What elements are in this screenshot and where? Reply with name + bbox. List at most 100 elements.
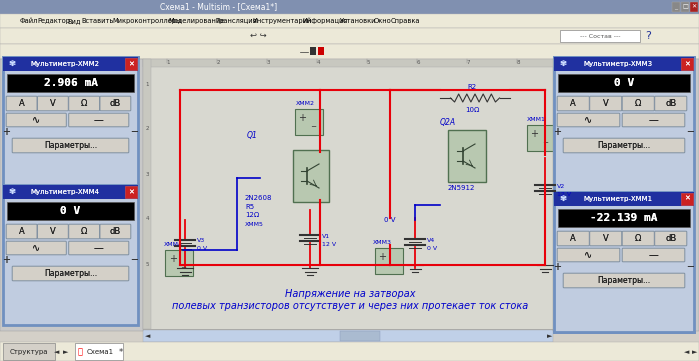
Bar — [681, 58, 693, 70]
FancyBboxPatch shape — [557, 248, 620, 262]
Text: Мультиметр-ХММ2: Мультиметр-ХММ2 — [31, 61, 99, 67]
Text: +: + — [378, 252, 386, 262]
Text: 12 V: 12 V — [322, 242, 336, 247]
Text: ∿: ∿ — [32, 243, 41, 253]
Text: ✕: ✕ — [684, 196, 690, 202]
FancyBboxPatch shape — [12, 138, 129, 153]
FancyBboxPatch shape — [6, 96, 37, 111]
Text: 0 V: 0 V — [427, 245, 437, 251]
FancyBboxPatch shape — [563, 138, 685, 153]
FancyBboxPatch shape — [12, 138, 129, 153]
Text: dB: dB — [110, 99, 121, 108]
Text: V: V — [603, 234, 609, 243]
Text: 0 V: 0 V — [60, 206, 80, 216]
Text: ✾: ✾ — [8, 60, 15, 69]
Text: A: A — [570, 234, 576, 243]
Bar — [554, 192, 694, 332]
Text: ─: ─ — [131, 255, 137, 265]
Bar — [554, 57, 694, 197]
Text: ─: ─ — [687, 262, 693, 272]
Bar — [125, 58, 137, 70]
FancyBboxPatch shape — [622, 96, 654, 111]
Bar — [3, 57, 138, 197]
Text: ◄: ◄ — [684, 349, 689, 355]
Text: Ω: Ω — [81, 227, 87, 236]
Text: Моделирование: Моделирование — [168, 18, 225, 24]
Text: -22.139 mA: -22.139 mA — [590, 213, 658, 223]
Text: —: — — [649, 115, 658, 125]
Text: ✕: ✕ — [128, 61, 134, 67]
Text: A: A — [19, 227, 24, 236]
Text: Параметры...: Параметры... — [598, 141, 651, 150]
Text: ─: ─ — [391, 263, 395, 269]
Text: *: * — [119, 348, 123, 357]
Bar — [554, 57, 694, 197]
Text: 10Ω: 10Ω — [465, 107, 480, 113]
Text: V: V — [603, 234, 609, 243]
Text: 4: 4 — [316, 61, 319, 65]
Bar — [554, 57, 694, 71]
FancyBboxPatch shape — [38, 96, 69, 111]
Text: ХММ1: ХММ1 — [527, 117, 546, 122]
Bar — [143, 59, 151, 329]
FancyBboxPatch shape — [622, 113, 685, 127]
Bar — [558, 209, 690, 227]
FancyBboxPatch shape — [38, 224, 69, 239]
Text: Ω: Ω — [635, 99, 642, 108]
Text: ✾: ✾ — [8, 187, 15, 196]
FancyBboxPatch shape — [69, 113, 129, 127]
Bar — [527, 125, 555, 151]
Text: dB: dB — [110, 227, 121, 236]
FancyBboxPatch shape — [655, 231, 687, 246]
FancyBboxPatch shape — [69, 96, 99, 111]
Bar — [143, 330, 553, 342]
Text: ∿: ∿ — [584, 250, 593, 260]
Text: 7: 7 — [466, 61, 470, 65]
Bar — [0, 0, 699, 14]
Text: ХММ4: ХММ4 — [164, 242, 183, 247]
FancyBboxPatch shape — [557, 231, 589, 246]
Text: Q2A: Q2A — [440, 118, 456, 127]
Bar — [554, 57, 694, 71]
Bar — [672, 2, 680, 12]
FancyBboxPatch shape — [6, 241, 66, 255]
FancyBboxPatch shape — [69, 224, 99, 239]
Text: V: V — [603, 99, 609, 108]
Bar — [7, 74, 134, 92]
FancyBboxPatch shape — [590, 96, 622, 111]
Text: Q1: Q1 — [247, 131, 258, 140]
Bar — [0, 342, 699, 361]
Text: Мультиметр-ХММ4: Мультиметр-ХММ4 — [31, 189, 99, 195]
FancyBboxPatch shape — [590, 231, 622, 246]
Text: 5: 5 — [145, 261, 149, 266]
FancyBboxPatch shape — [69, 241, 129, 255]
Text: ─: ─ — [687, 127, 693, 137]
FancyBboxPatch shape — [69, 113, 129, 127]
Text: -22.139 mA: -22.139 mA — [590, 213, 658, 223]
FancyBboxPatch shape — [655, 96, 687, 111]
Bar — [448, 130, 486, 182]
Bar — [554, 192, 694, 206]
FancyBboxPatch shape — [100, 96, 131, 111]
Text: Ω: Ω — [635, 234, 642, 243]
FancyBboxPatch shape — [557, 113, 620, 127]
Text: +: + — [2, 255, 10, 265]
Text: +: + — [298, 113, 306, 123]
Text: ─: ─ — [543, 140, 547, 146]
Text: —: — — [94, 243, 103, 253]
FancyBboxPatch shape — [557, 231, 589, 246]
Text: 2.906 mA: 2.906 mA — [43, 78, 97, 88]
Text: ►: ► — [64, 349, 69, 355]
Text: ─: ─ — [687, 127, 693, 137]
FancyBboxPatch shape — [12, 266, 129, 281]
Text: ─: ─ — [687, 262, 693, 272]
FancyBboxPatch shape — [69, 96, 99, 111]
Text: Структура: Структура — [10, 349, 48, 355]
Text: Параметры...: Параметры... — [44, 269, 97, 278]
Text: A: A — [570, 99, 576, 108]
FancyBboxPatch shape — [69, 241, 129, 255]
FancyBboxPatch shape — [38, 224, 69, 239]
FancyBboxPatch shape — [12, 266, 129, 281]
Text: □: □ — [682, 4, 688, 9]
Bar — [75, 343, 123, 360]
